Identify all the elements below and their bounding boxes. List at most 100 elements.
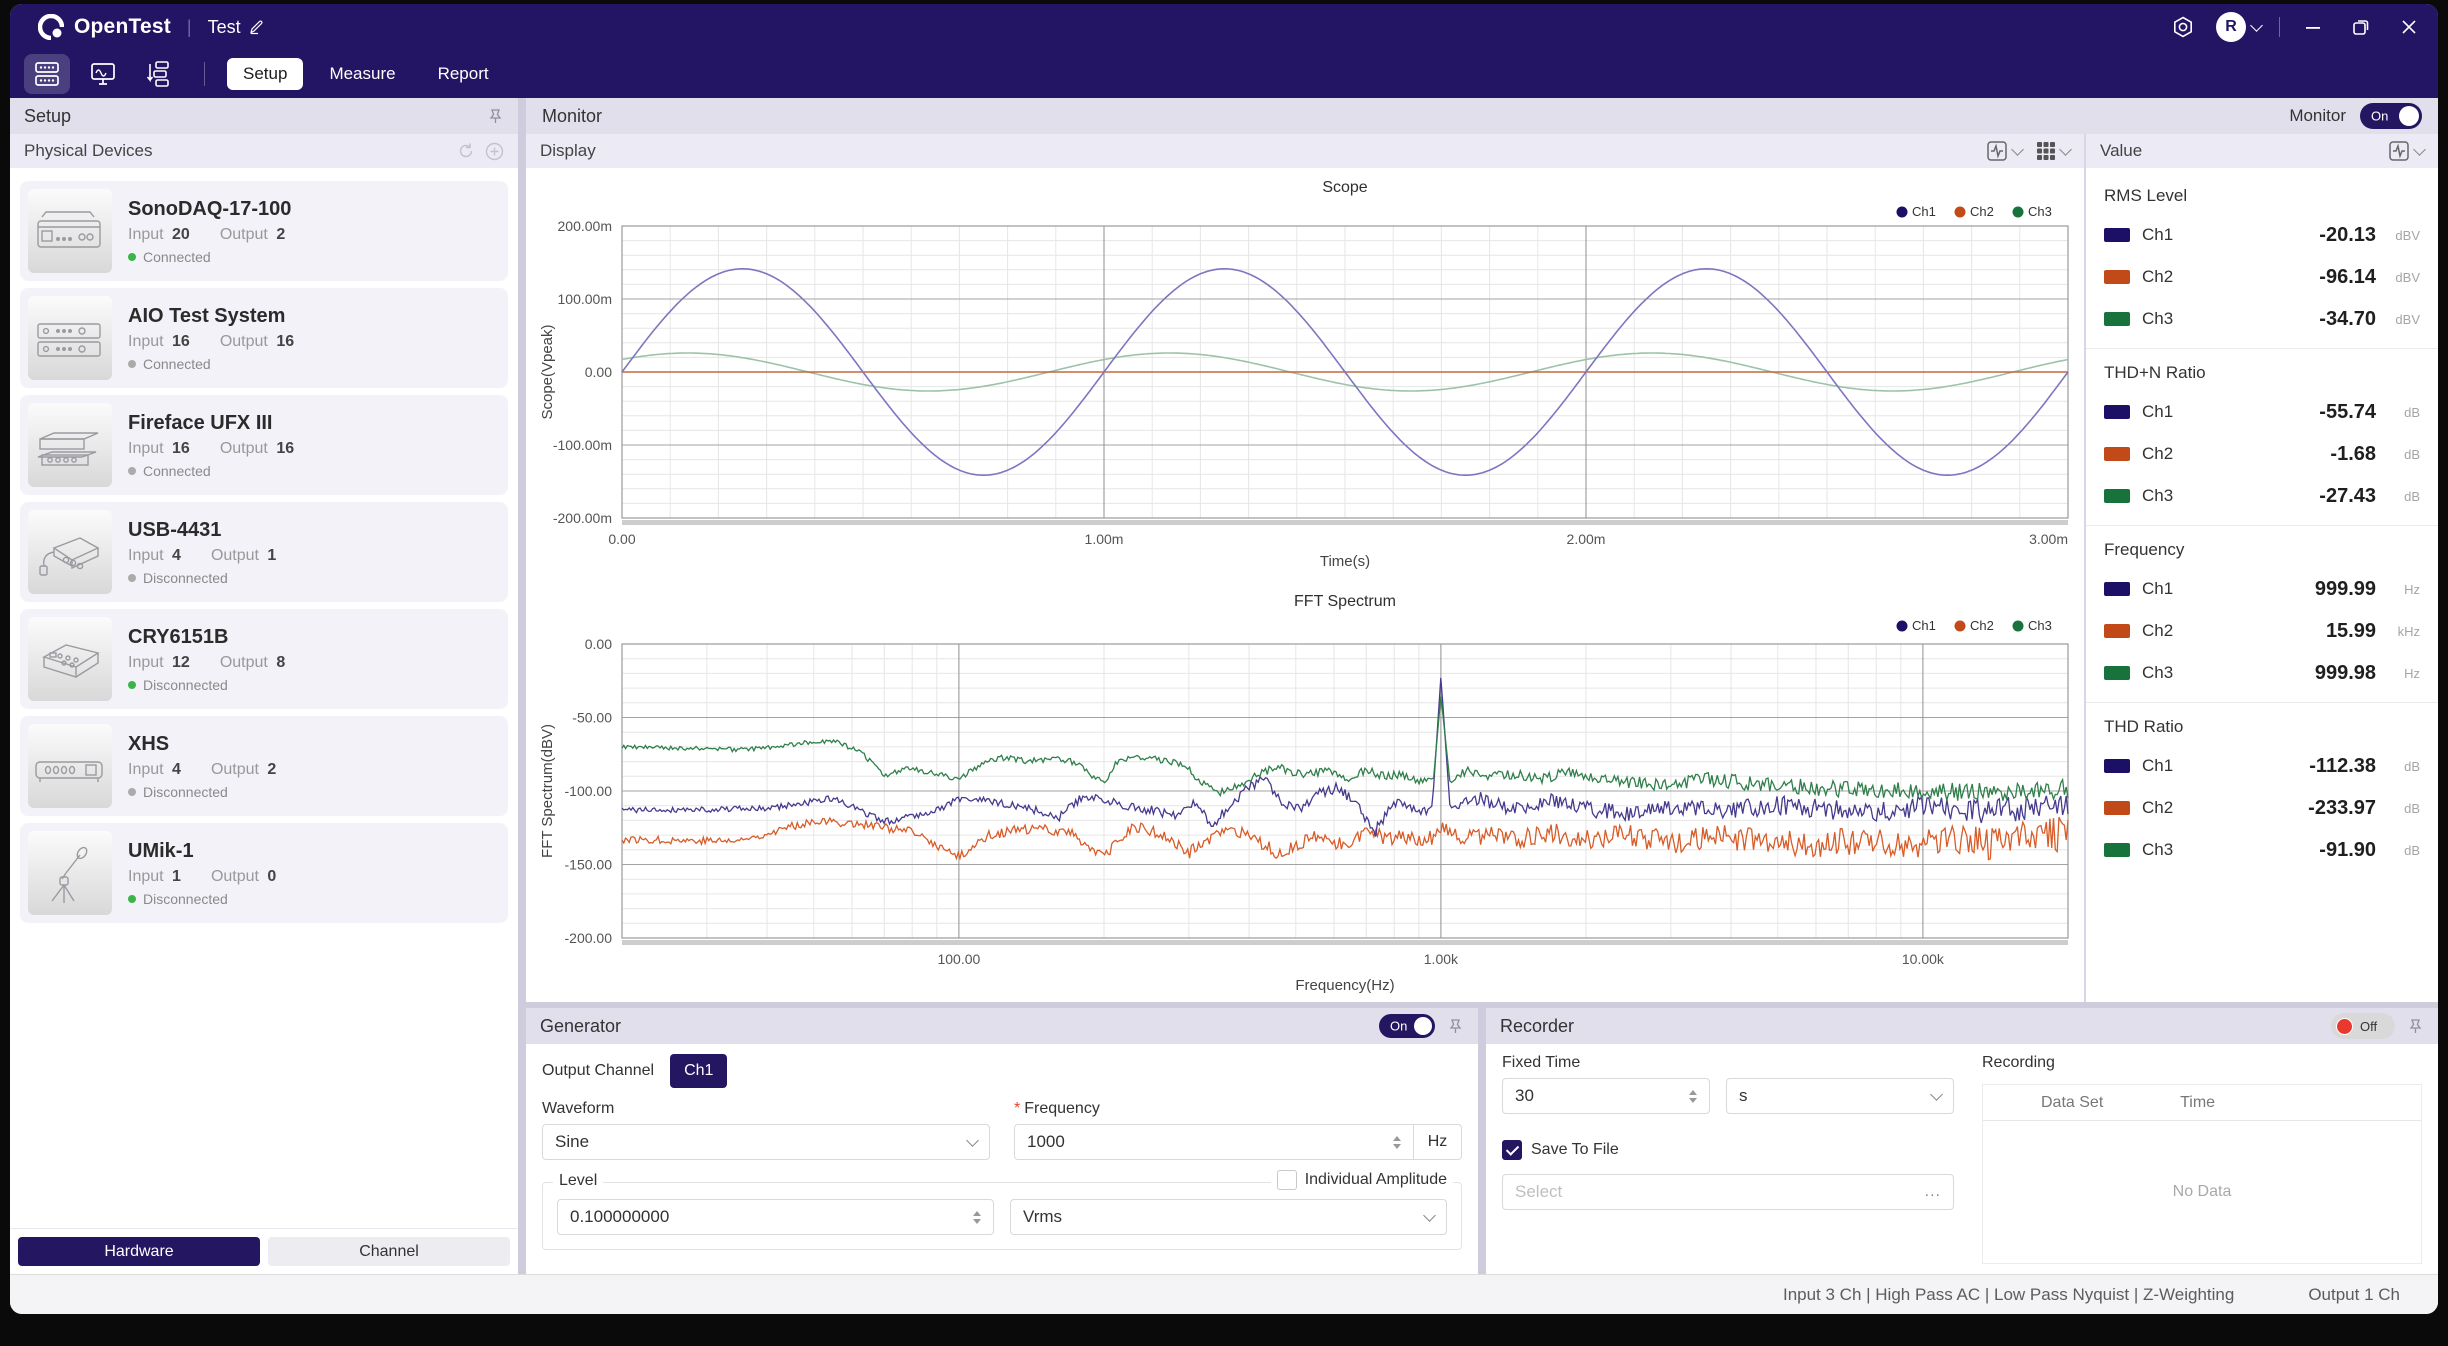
display-chart-type-button[interactable]	[1986, 140, 2022, 162]
svg-text:Frequency(Hz): Frequency(Hz)	[1295, 977, 1394, 994]
level-input[interactable]: 0.100000000	[557, 1199, 994, 1235]
recorder-header: Recorder Off	[1486, 1008, 2438, 1044]
value-row: Ch3 999.98 Hz	[2104, 652, 2420, 694]
display-layout-button[interactable]	[2036, 141, 2070, 161]
record-dot-icon	[2336, 1018, 2353, 1035]
measurement-unit: dB	[2376, 447, 2420, 462]
measurement-unit: dBV	[2376, 312, 2420, 327]
scope-chart[interactable]: ScopeCh1Ch2Ch3200.00m100.00m0.00-100.00m…	[526, 168, 2084, 578]
tab-hardware[interactable]: Hardware	[18, 1237, 260, 1266]
tab-setup[interactable]: Setup	[227, 58, 303, 90]
stepper-arrows-icon[interactable]	[1393, 1136, 1401, 1149]
save-to-file-checkbox[interactable]	[1502, 1140, 1522, 1160]
minimize-button[interactable]	[2298, 12, 2328, 42]
title-separator: |	[187, 17, 192, 38]
report-flow-icon[interactable]	[136, 54, 182, 94]
device-thumbnail	[28, 724, 112, 808]
waveform-label: Waveform	[542, 1100, 990, 1118]
tab-measure[interactable]: Measure	[313, 58, 411, 90]
level-unit-select[interactable]: Vrms	[1010, 1199, 1447, 1235]
settings-gear-icon[interactable]	[2168, 12, 2198, 42]
measurement-value: -20.13	[2319, 224, 2376, 247]
fixed-time-unit-select[interactable]: s	[1726, 1078, 1954, 1114]
browse-file-button[interactable]: ...	[1925, 1183, 1941, 1201]
maximize-restore-button[interactable]	[2346, 12, 2376, 42]
recorder-title: Recorder	[1500, 1016, 1574, 1037]
output-status-text: Output 1 Ch	[2308, 1285, 2400, 1305]
device-card[interactable]: CRY6151B Input 12 Output 8 Disconnected	[20, 609, 508, 709]
svg-text:-100.00m: -100.00m	[553, 437, 612, 453]
channel-swatch	[2104, 405, 2130, 419]
channel-swatch	[2104, 624, 2130, 638]
recorder-body: Fixed Time 30 s	[1486, 1044, 2438, 1274]
measurement-unit: dB	[2376, 489, 2420, 504]
monitor-column: Monitor Monitor On Display	[526, 98, 2438, 1274]
svg-text:Ch3: Ch3	[2028, 618, 2052, 633]
measurement-unit: dB	[2376, 801, 2420, 816]
refresh-icon[interactable]	[457, 142, 475, 160]
document-name: Test	[208, 17, 265, 38]
pin-icon[interactable]	[487, 108, 504, 125]
fixed-time-label: Fixed Time	[1502, 1054, 1954, 1072]
waveform-icon	[1986, 140, 2008, 162]
hardware-view-icon[interactable]	[24, 54, 70, 94]
measurement-unit: kHz	[2376, 624, 2420, 639]
file-select-input[interactable]: Select ...	[1502, 1174, 1954, 1210]
monitor-toggle[interactable]: On	[2360, 103, 2422, 129]
device-card[interactable]: USB-4431 Input 4 Output 1 Disconnected	[20, 502, 508, 602]
column-data-set: Data Set	[1983, 1094, 2180, 1112]
setup-panel-header: Setup	[10, 98, 518, 134]
add-device-icon[interactable]	[485, 142, 504, 161]
channel-swatch	[2104, 582, 2130, 596]
channel-swatch	[2104, 843, 2130, 857]
frequency-unit: Hz	[1414, 1124, 1462, 1160]
measurement-value: -112.38	[2309, 755, 2376, 778]
device-io: Input 12 Output 8	[128, 654, 285, 672]
generator-header: Generator On	[526, 1008, 1478, 1044]
required-asterisk: *	[1014, 1100, 1020, 1117]
fixed-time-input[interactable]: 30	[1502, 1078, 1710, 1114]
measurement-value: -27.43	[2319, 485, 2376, 508]
value-section: RMS Level Ch1 -20.13 dBV Ch2 -96.14 dBV …	[2086, 172, 2438, 349]
svg-text:Ch2: Ch2	[1970, 618, 1994, 633]
channel-swatch	[2104, 801, 2130, 815]
edit-pencil-icon[interactable]	[249, 19, 265, 35]
stepper-arrows-icon[interactable]	[973, 1211, 981, 1224]
stepper-arrows-icon[interactable]	[1689, 1090, 1697, 1103]
user-menu[interactable]: R	[2216, 12, 2261, 42]
pin-icon[interactable]	[1447, 1018, 1464, 1035]
generator-toggle[interactable]: On	[1379, 1014, 1435, 1038]
device-thumbnail	[28, 510, 112, 594]
device-card[interactable]: SonoDAQ-17-100 Input 20 Output 2 Connect…	[20, 181, 508, 281]
channel-label: Ch2	[2142, 444, 2173, 464]
value-list: RMS Level Ch1 -20.13 dBV Ch2 -96.14 dBV …	[2086, 168, 2438, 1002]
avatar[interactable]: R	[2216, 12, 2246, 42]
record-toggle[interactable]: Off	[2331, 1013, 2395, 1039]
individual-amplitude-checkbox[interactable]	[1277, 1170, 1297, 1190]
device-card[interactable]: UMik-1 Input 1 Output 0 Disconnected	[20, 823, 508, 923]
fft-spectrum-chart[interactable]: FFT SpectrumCh1Ch2Ch30.00-50.00-100.00-1…	[526, 578, 2084, 1002]
monitor-view-icon[interactable]	[80, 54, 126, 94]
svg-text:Scope(Vpeak): Scope(Vpeak)	[539, 324, 556, 419]
pin-icon[interactable]	[2407, 1018, 2424, 1035]
status-dot	[128, 574, 136, 582]
device-card[interactable]: AIO Test System Input 16 Output 16 Conne…	[20, 288, 508, 388]
device-card[interactable]: XHS Input 4 Output 2 Disconnected	[20, 716, 508, 816]
value-section: THD Ratio Ch1 -112.38 dB Ch2 -233.97 dB …	[2086, 703, 2438, 879]
status-dot	[128, 467, 136, 475]
frequency-input[interactable]: 1000	[1014, 1124, 1414, 1160]
value-row: Ch1 -55.74 dB	[2104, 391, 2420, 433]
value-row: Ch2 -233.97 dB	[2104, 787, 2420, 829]
input-status-text: Input 3 Ch | High Pass AC | Low Pass Nyq…	[1783, 1285, 2234, 1305]
waveform-select[interactable]: Sine	[542, 1124, 990, 1160]
output-channel-ch1-chip[interactable]: Ch1	[670, 1054, 727, 1088]
close-button[interactable]	[2394, 12, 2424, 42]
measurement-value: 999.99	[2315, 578, 2376, 601]
tab-channel[interactable]: Channel	[268, 1237, 510, 1266]
device-io: Input 4 Output 1	[128, 547, 276, 565]
value-display-type-button[interactable]	[2388, 140, 2424, 162]
device-card[interactable]: Fireface UFX III Input 16 Output 16 Conn…	[20, 395, 508, 495]
chevron-down-icon	[2250, 19, 2263, 32]
physical-devices-header: Physical Devices	[10, 134, 518, 168]
tab-report[interactable]: Report	[422, 58, 505, 90]
